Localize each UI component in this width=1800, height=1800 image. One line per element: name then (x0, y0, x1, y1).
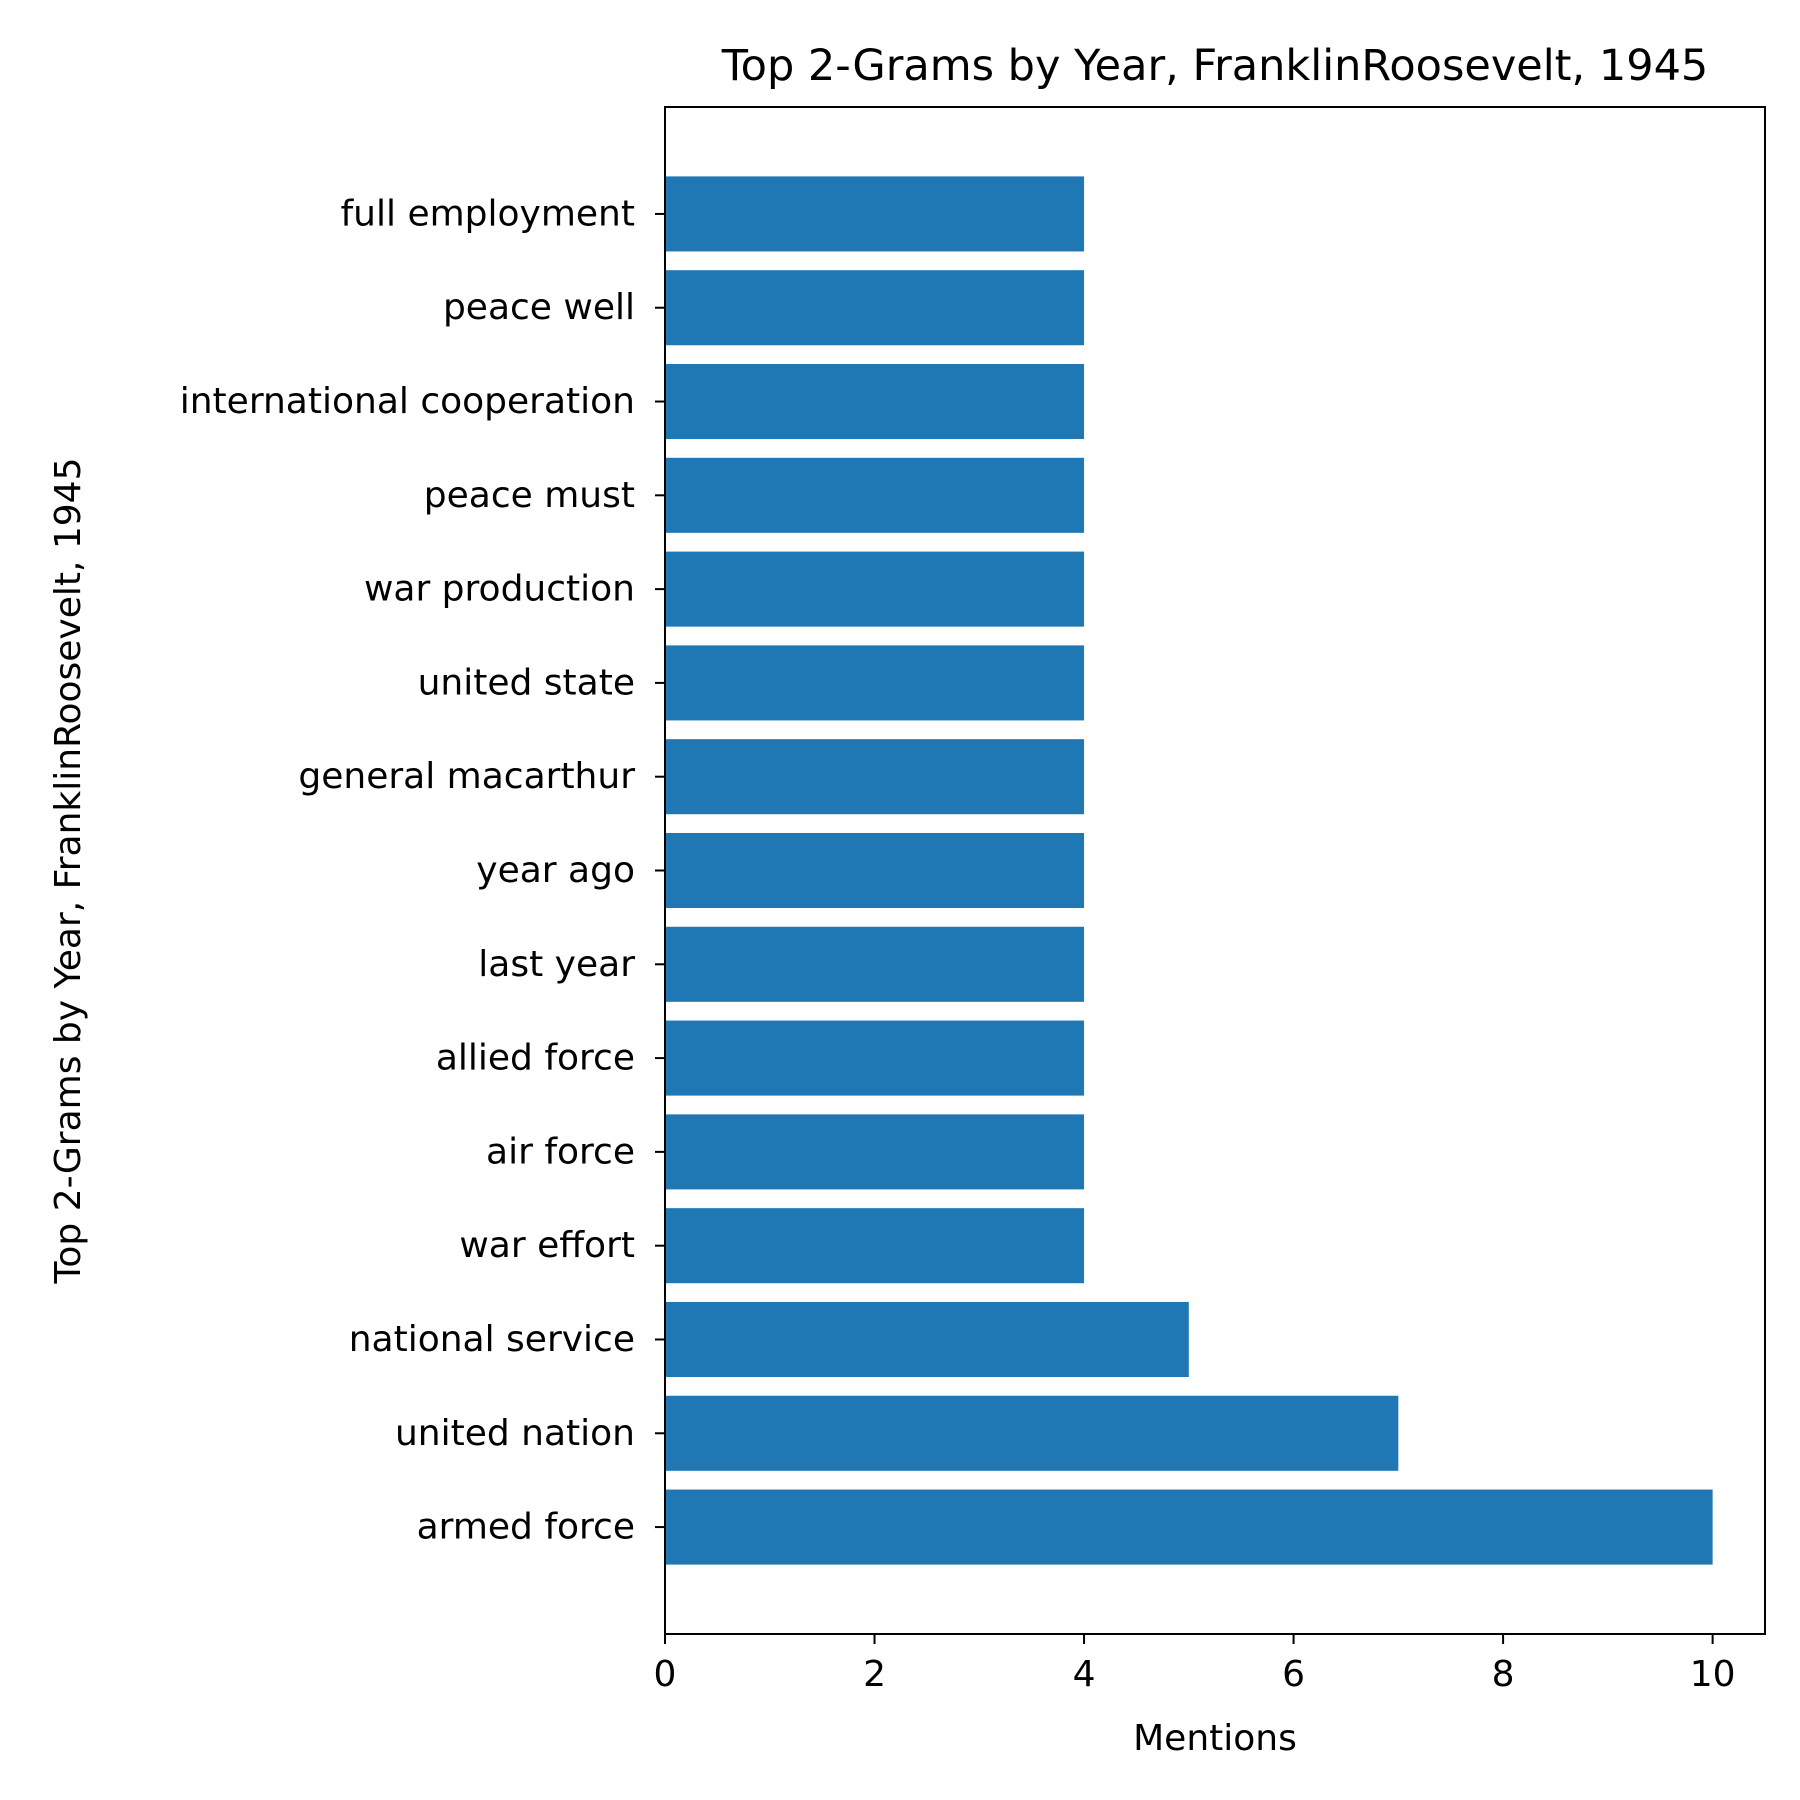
x-tick-label: 8 (1492, 1654, 1515, 1695)
plot-frame (664, 106, 1766, 1635)
x-tick-label: 2 (863, 1654, 886, 1695)
y-tick-label: general macarthur (298, 756, 635, 797)
bar-national-service (665, 1301, 1189, 1377)
y-tick-label: last year (478, 944, 635, 985)
bar-united-state (665, 645, 1085, 721)
bar-general-macarthur (665, 739, 1085, 815)
x-tick-label: 4 (1073, 1654, 1096, 1695)
bar-united-nation (665, 1395, 1399, 1471)
bar-war-production (665, 551, 1085, 627)
y-tick-label: united nation (395, 1413, 635, 1454)
y-axis-label: Top 2-Grams by Year, FranklinRoosevelt, … (48, 458, 89, 1285)
bar-allied-force (665, 1020, 1085, 1096)
y-ticks-group: armed force united nation national service… (180, 193, 665, 1548)
bar-air-force (665, 1114, 1085, 1190)
y-tick-label: year ago (476, 850, 635, 891)
y-tick-label: allied force (436, 1038, 635, 1079)
x-tick-label: 6 (1282, 1654, 1305, 1695)
y-tick-label: peace must (424, 475, 635, 516)
x-axis-label: Mentions (1133, 1718, 1297, 1759)
y-tick-label: armed force (417, 1507, 635, 1548)
y-tick-label: national service (349, 1319, 635, 1360)
y-tick-label: war production (364, 569, 635, 610)
bar-war-effort (665, 1208, 1085, 1284)
y-tick-label: war effort (459, 1225, 635, 1266)
bar-peace-well (665, 270, 1085, 346)
bar-armed-force (665, 1489, 1713, 1565)
x-ticks-group: 0 2 4 6 8 10 (654, 1634, 1736, 1695)
x-tick-label: 10 (1690, 1654, 1736, 1695)
x-tick-label: 0 (654, 1654, 677, 1695)
bars-group (665, 176, 1713, 1565)
bar-year-ago (665, 832, 1085, 909)
bar-last-year (665, 926, 1085, 1002)
y-tick-label: air force (486, 1131, 635, 1172)
y-tick-label: united state (418, 662, 635, 703)
y-tick-label: peace well (443, 287, 635, 328)
bar-international-cooperation (665, 364, 1085, 440)
y-tick-label: full employment (341, 193, 636, 234)
y-tick-label: international cooperation (180, 381, 635, 422)
bar-peace-must (665, 457, 1085, 533)
chart-title: Top 2-Grams by Year, FranklinRoosevelt, … (721, 41, 1709, 91)
bar-full-employment (665, 176, 1085, 252)
